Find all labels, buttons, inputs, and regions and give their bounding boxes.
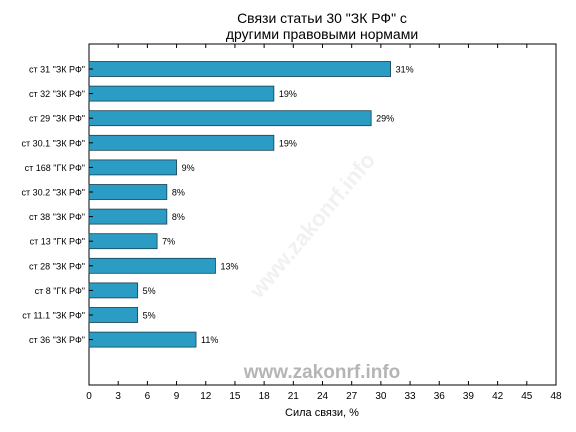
bar-value-label: 5% (143, 286, 156, 296)
bar-value-label: 7% (162, 237, 175, 247)
bar (88, 61, 392, 77)
bar-value-label: 9% (182, 163, 195, 173)
bar (88, 110, 372, 127)
y-tick-label: ст 30.1 "ЗК РФ" (22, 138, 85, 148)
x-tick-label: 27 (346, 391, 358, 402)
x-axis-label: Сила связи, % (285, 407, 359, 419)
category-labels: ст 31 "ЗК РФ" ст 32 "ЗК РФ" ст 29 "ЗК РФ" с… (22, 65, 93, 345)
bar-value-label: 19% (279, 138, 297, 148)
x-tick-label: 6 (145, 391, 151, 402)
bar-value-label: 8% (172, 212, 185, 222)
bar (88, 257, 216, 274)
bar-value-label: 11% (201, 335, 218, 345)
y-tick-label: ст 168 "ГК РФ" (25, 163, 85, 173)
x-tick-label: 39 (463, 391, 475, 402)
y-tick-label: ст 30.2 "ЗК РФ" (22, 188, 85, 198)
y-tick-label: ст 13 "ГК РФ" (30, 237, 85, 247)
bars (88, 61, 392, 348)
chart-title-line-2: другими правовыми нормами (226, 26, 418, 42)
x-tick-label: 36 (434, 391, 446, 402)
bar (88, 159, 177, 176)
bar-value-label: 5% (143, 311, 156, 321)
y-tick-label: ст 32 "ЗК РФ" (29, 89, 85, 99)
watermark: www.zakonrf.info (243, 362, 401, 383)
bar-value-label: 19% (279, 89, 297, 99)
watermark-diagonal: www.zakonrf.info (244, 148, 380, 304)
x-tick-label: 48 (550, 391, 562, 402)
bar (88, 134, 275, 151)
data-labels: 31% 19% 29% 19% 9% 8% 8% 7% 13% 5% 5% 11% (143, 65, 414, 346)
chart-title-line-1: Связи статьи 30 "ЗК РФ" с (237, 10, 407, 26)
x-tick-label: 24 (317, 391, 329, 402)
y-tick-label: ст 38 "ЗК РФ" (29, 212, 85, 222)
x-tick-label: 42 (492, 391, 504, 402)
x-tick-label: 0 (86, 391, 92, 402)
x-tick-label: 15 (229, 391, 241, 402)
bar (88, 331, 197, 348)
y-tick-label: ст 11.1 "ЗК РФ" (22, 311, 85, 321)
bar-value-label: 13% (220, 261, 238, 271)
bar (88, 184, 168, 200)
bar (88, 208, 168, 225)
bar-value-label: 29% (376, 114, 394, 124)
bar-value-label: 31% (396, 65, 414, 75)
bar (88, 233, 158, 250)
x-tick-label: 9 (174, 391, 180, 402)
x-tick-label: 21 (288, 391, 300, 402)
x-tick-label: 45 (521, 391, 533, 402)
x-tick-label: 33 (405, 391, 417, 402)
y-tick-label: ст 8 "ГК РФ" (35, 286, 85, 296)
x-tick-label: 3 (115, 391, 121, 402)
x-tick-label: 18 (259, 391, 271, 402)
y-tick-label: ст 28 "ЗК РФ" (29, 261, 85, 271)
bar (88, 307, 139, 323)
bar (88, 282, 139, 299)
x-axis: 0 3 6 9 12 15 18 21 24 27 30 33 36 39 42 45 48 (86, 44, 562, 402)
bar-value-label: 8% (172, 188, 185, 198)
y-tick-label: ст 29 "ЗК РФ" (29, 114, 85, 124)
chart-title: Связи статьи 30 "ЗК РФ" с другими правов… (226, 10, 418, 42)
x-tick-label: 30 (375, 391, 387, 402)
y-tick-label: ст 31 "ЗК РФ" (29, 65, 85, 75)
bar (88, 85, 275, 102)
x-tick-label: 12 (200, 391, 212, 402)
y-tick-label: ст 36 "ЗК РФ" (29, 335, 85, 345)
